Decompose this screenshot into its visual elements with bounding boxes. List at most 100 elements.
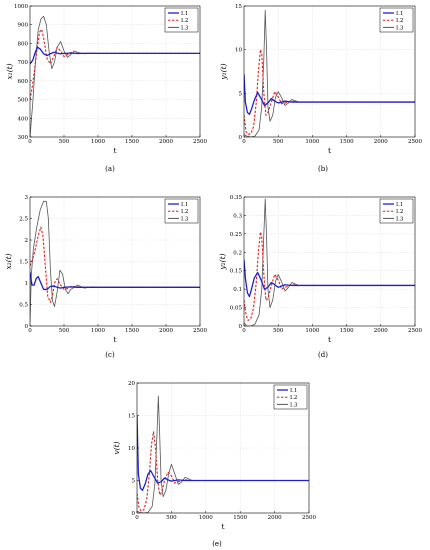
y-tick-label: 0.25 (230, 232, 243, 238)
y-tick-label: 300 (18, 135, 29, 141)
x-tick-label: 2500 (302, 515, 316, 521)
legend-entry-label: I.1 (181, 202, 188, 208)
y-tick-label: 0.05 (230, 306, 243, 312)
legend-entry-label: I.3 (396, 216, 404, 222)
y-tick-label: 800 (18, 41, 29, 47)
y-tick-label: 3 (25, 195, 29, 201)
legend-entry-label: I.2 (181, 18, 188, 24)
series-line-i-1 (137, 415, 309, 491)
x-axis-label: t (113, 335, 116, 344)
y-tick-label: 0 (25, 324, 29, 330)
x-tick-label: 0 (242, 139, 246, 145)
x-tick-label: 500 (166, 515, 177, 521)
y-tick-label: 900 (18, 23, 29, 29)
y-tick-label: 0.5 (19, 303, 28, 309)
legend: I.1I.2I.3 (273, 384, 308, 410)
y-tick-label: 5 (132, 479, 136, 485)
y-tick-label: 0 (132, 511, 136, 517)
legend-box (273, 384, 308, 410)
legend-entry-label: I.2 (181, 209, 188, 215)
legend-entry-label: I.1 (290, 388, 297, 394)
y-axis-label: x₂(t) (4, 253, 13, 269)
y-tick-label: 0.35 (230, 195, 243, 201)
y-axis-label: y₂(t) (218, 253, 227, 270)
subfigure-caption: (d) (318, 351, 328, 359)
y-tick-label: 2.5 (19, 217, 28, 223)
x-tick-label: 2000 (374, 328, 388, 334)
subfigure-caption: (a) (105, 165, 115, 173)
legend-entry-label: I.2 (396, 209, 403, 215)
axes-box (243, 5, 416, 138)
x-tick-label: 2500 (193, 328, 207, 334)
legend-entry-label: I.3 (181, 216, 189, 222)
x-tick-label: 2500 (408, 139, 422, 145)
x-tick-label: 1500 (340, 328, 354, 334)
series-line-i-1 (244, 74, 415, 115)
x-tick-label: 500 (59, 139, 70, 145)
chart-panel-4: 0 500 1000 1500 2000 250005101520tv(t)(e)I.1I… (112, 381, 316, 548)
y-axis-label: v(t) (112, 441, 121, 454)
legend-box (379, 198, 414, 224)
x-tick-label: 0 (135, 515, 139, 521)
y-tick-label: 1.5 (19, 260, 28, 266)
x-tick-label: 0 (242, 328, 246, 334)
subfigure-caption: (c) (105, 351, 115, 359)
y-tick-label: 5 (239, 91, 243, 97)
legend: I.1I.2I.3 (164, 198, 199, 224)
legend-entry-label: I.2 (396, 18, 403, 24)
series-line-i-2 (30, 226, 200, 303)
legend-entry-label: I.2 (290, 395, 297, 401)
legend-box (164, 198, 199, 224)
legend: I.1I.2I.3 (379, 198, 414, 224)
x-tick-label: 1000 (91, 139, 105, 145)
series-line-i-2 (244, 231, 415, 322)
legend: I.1I.2I.3 (379, 7, 414, 33)
series-line-i-1 (244, 259, 415, 298)
x-tick-label: 1500 (125, 328, 139, 334)
y-axis-label: x₁(t) (5, 63, 14, 79)
x-tick-label: 0 (28, 139, 32, 145)
subfigure-caption: (e) (212, 540, 222, 548)
subfigure-caption: (b) (318, 165, 328, 173)
legend-entry-label: I.1 (396, 202, 403, 208)
y-tick-label: 600 (18, 79, 29, 85)
legend-entry-label: I.1 (181, 11, 188, 17)
x-tick-label: 1500 (125, 139, 139, 145)
series-line-i-2 (30, 28, 200, 100)
x-tick-label: 2500 (193, 139, 207, 145)
series-line-i-1 (30, 272, 200, 291)
y-tick-label: 0 (239, 135, 243, 141)
x-axis-label: t (328, 335, 331, 344)
x-tick-label: 500 (273, 328, 284, 334)
x-tick-label: 1000 (91, 328, 105, 334)
x-tick-label: 1000 (305, 139, 319, 145)
series-line-i-2 (137, 431, 309, 512)
y-tick-label: 700 (18, 60, 29, 66)
legend-box (164, 7, 199, 33)
y-tick-label: 500 (18, 98, 29, 104)
y-tick-label: 20 (128, 381, 135, 387)
y-tick-label: 0.1 (233, 287, 242, 293)
legend-entry-label: I.3 (181, 25, 189, 31)
y-tick-label: 0.15 (230, 269, 243, 275)
legend-entry-label: I.1 (396, 11, 403, 17)
x-tick-label: 2000 (374, 139, 388, 145)
y-tick-label: 10 (128, 446, 135, 452)
x-tick-label: 2000 (159, 328, 173, 334)
x-tick-label: 2000 (159, 139, 173, 145)
y-tick-label: 15 (235, 4, 242, 10)
legend-entry-label: I.3 (290, 402, 298, 408)
x-tick-label: 2000 (268, 515, 282, 521)
legend-entry-label: I.3 (396, 25, 404, 31)
legend-box (379, 7, 414, 33)
legend: I.1I.2I.3 (164, 7, 199, 33)
series-line-i-3 (137, 395, 309, 513)
y-tick-label: 400 (18, 116, 29, 122)
x-axis-label: t (113, 146, 116, 155)
x-tick-label: 1500 (340, 139, 354, 145)
y-tick-label: 0.3 (233, 213, 242, 219)
x-tick-label: 2500 (408, 328, 422, 334)
y-tick-label: 0.2 (233, 250, 242, 256)
y-axis-label: y₁(t) (219, 63, 228, 80)
